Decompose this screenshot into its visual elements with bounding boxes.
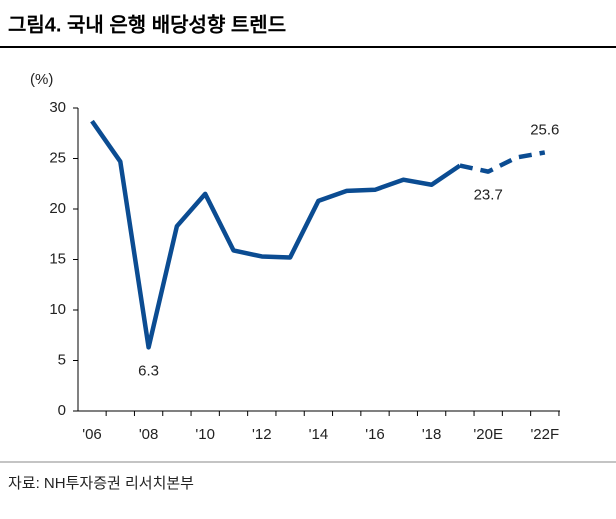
y-tick-label: 20 bbox=[49, 200, 66, 217]
y-tick-label: 30 bbox=[49, 99, 66, 116]
data-label: 6.3 bbox=[138, 362, 159, 379]
y-tick-label: 0 bbox=[58, 402, 66, 419]
source: 자료: NH투자증권 리서치본부 bbox=[8, 475, 194, 492]
x-tick-label: '18 bbox=[422, 426, 442, 443]
x-tick-label: '16 bbox=[365, 426, 385, 443]
x-tick-label: '22F bbox=[530, 426, 559, 443]
x-tick-label: '12 bbox=[252, 426, 272, 443]
x-tick-label: '20E bbox=[473, 426, 503, 443]
y-tick-label: 5 bbox=[58, 351, 66, 368]
y-axis-label: (%) bbox=[30, 71, 53, 88]
x-tick-label: '08 bbox=[139, 426, 159, 443]
y-tick-label: 10 bbox=[49, 301, 66, 318]
chart-title: 그림4. 국내 은행 배당성향 트렌드 bbox=[8, 13, 286, 36]
x-tick-label: '14 bbox=[309, 426, 329, 443]
data-label: 23.7 bbox=[474, 187, 503, 204]
y-tick-label: 15 bbox=[49, 250, 66, 267]
y-tick-label: 25 bbox=[49, 149, 66, 166]
forecast-line bbox=[459, 150, 546, 174]
data-label: 25.6 bbox=[530, 121, 559, 138]
x-tick-label: '06 bbox=[82, 426, 102, 443]
series-line bbox=[90, 119, 462, 350]
x-tick-label: '10 bbox=[195, 426, 215, 443]
